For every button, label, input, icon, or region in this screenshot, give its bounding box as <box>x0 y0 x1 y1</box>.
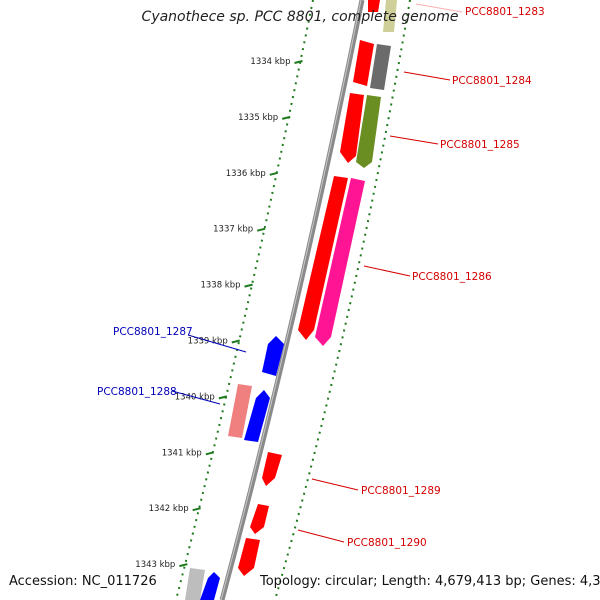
leader-1287 <box>187 334 247 353</box>
genome-summary-text: Topology: circular; Length: 4,679,413 bp… <box>260 574 600 589</box>
gene-1284-left[interactable] <box>353 40 374 86</box>
tick-mark <box>231 339 240 344</box>
gene-1286-right[interactable] <box>315 178 365 346</box>
gene-1289[interactable] <box>262 452 282 486</box>
gene-grey-bottom[interactable] <box>185 568 205 600</box>
map-title: Cyanothece sp. PCC 8801, complete genome <box>141 9 459 25</box>
minus-strand-genes <box>185 336 284 600</box>
leader-1283 <box>415 3 463 13</box>
gene-label-1286[interactable]: PCC8801_1286 <box>412 271 492 283</box>
gene-label-1287[interactable]: PCC8801_1287 <box>113 326 193 338</box>
leader-1288 <box>171 390 221 405</box>
tick-label: 1341 kbp <box>162 448 202 458</box>
gene-label-1284[interactable]: PCC8801_1284 <box>452 75 532 87</box>
tick-mark <box>294 60 303 64</box>
gene-labels: PCC8801_1283 PCC8801_1284 PCC8801_1285 P… <box>97 6 545 549</box>
gene-label-1290[interactable]: PCC8801_1290 <box>347 537 427 549</box>
leader-1290 <box>297 529 345 543</box>
gene-blue-bottom[interactable] <box>200 572 220 600</box>
tick-mark <box>192 507 201 512</box>
tick-label: 1342 kbp <box>149 504 189 514</box>
leader-1285 <box>389 135 439 145</box>
gene-1288[interactable] <box>244 390 270 442</box>
tick-label: 1337 kbp <box>213 225 253 235</box>
gene-1285-left[interactable] <box>340 93 364 163</box>
tick-label: 1339 kbp <box>188 337 228 347</box>
gene-label-1283[interactable]: PCC8801_1283 <box>465 6 545 18</box>
gene-1290-a[interactable] <box>250 504 269 534</box>
accession-text: Accession: NC_011726 <box>9 574 157 589</box>
tick-label: 1334 kbp <box>250 57 290 67</box>
genome-backbone <box>219 0 365 600</box>
tick-label: 1336 kbp <box>226 169 266 179</box>
gene-label-1288[interactable]: PCC8801_1288 <box>97 386 177 398</box>
gene-label-1289[interactable]: PCC8801_1289 <box>361 485 441 497</box>
genome-backbone-highlight <box>220 0 362 600</box>
plus-strand-genes <box>238 0 397 576</box>
tick-label: 1338 kbp <box>200 281 240 291</box>
tick-mark <box>179 563 188 568</box>
tick-label: 1335 kbp <box>238 113 278 123</box>
outer-track-dots <box>274 0 411 600</box>
tick-mark <box>244 283 253 288</box>
tick-mark <box>205 451 215 456</box>
gene-1285-right[interactable] <box>356 95 381 168</box>
tick-label: 1343 kbp <box>135 560 175 570</box>
gene-1288-pink[interactable] <box>228 384 252 438</box>
gene-1287[interactable] <box>262 336 284 376</box>
gene-1290-b[interactable] <box>238 538 260 576</box>
tick-mark <box>218 395 228 400</box>
gene-1283-body[interactable] <box>368 0 380 12</box>
leader-1289 <box>311 478 359 491</box>
leader-1286 <box>363 265 411 277</box>
leader-1284 <box>403 71 451 81</box>
leader-lines <box>171 3 463 543</box>
gene-1286-left[interactable] <box>298 176 348 340</box>
gene-1283-end[interactable] <box>383 0 397 32</box>
inner-track-dots <box>175 0 314 600</box>
gene-1284-right[interactable] <box>370 44 391 90</box>
tick-mark <box>256 227 266 232</box>
tick-mark <box>281 115 291 120</box>
gene-label-1285[interactable]: PCC8801_1285 <box>440 139 520 151</box>
axis-ticks: 1334 kbp 1335 kbp 1336 kbp 1337 kbp 1338 kbp… <box>135 57 303 570</box>
tick-mark <box>269 171 278 176</box>
